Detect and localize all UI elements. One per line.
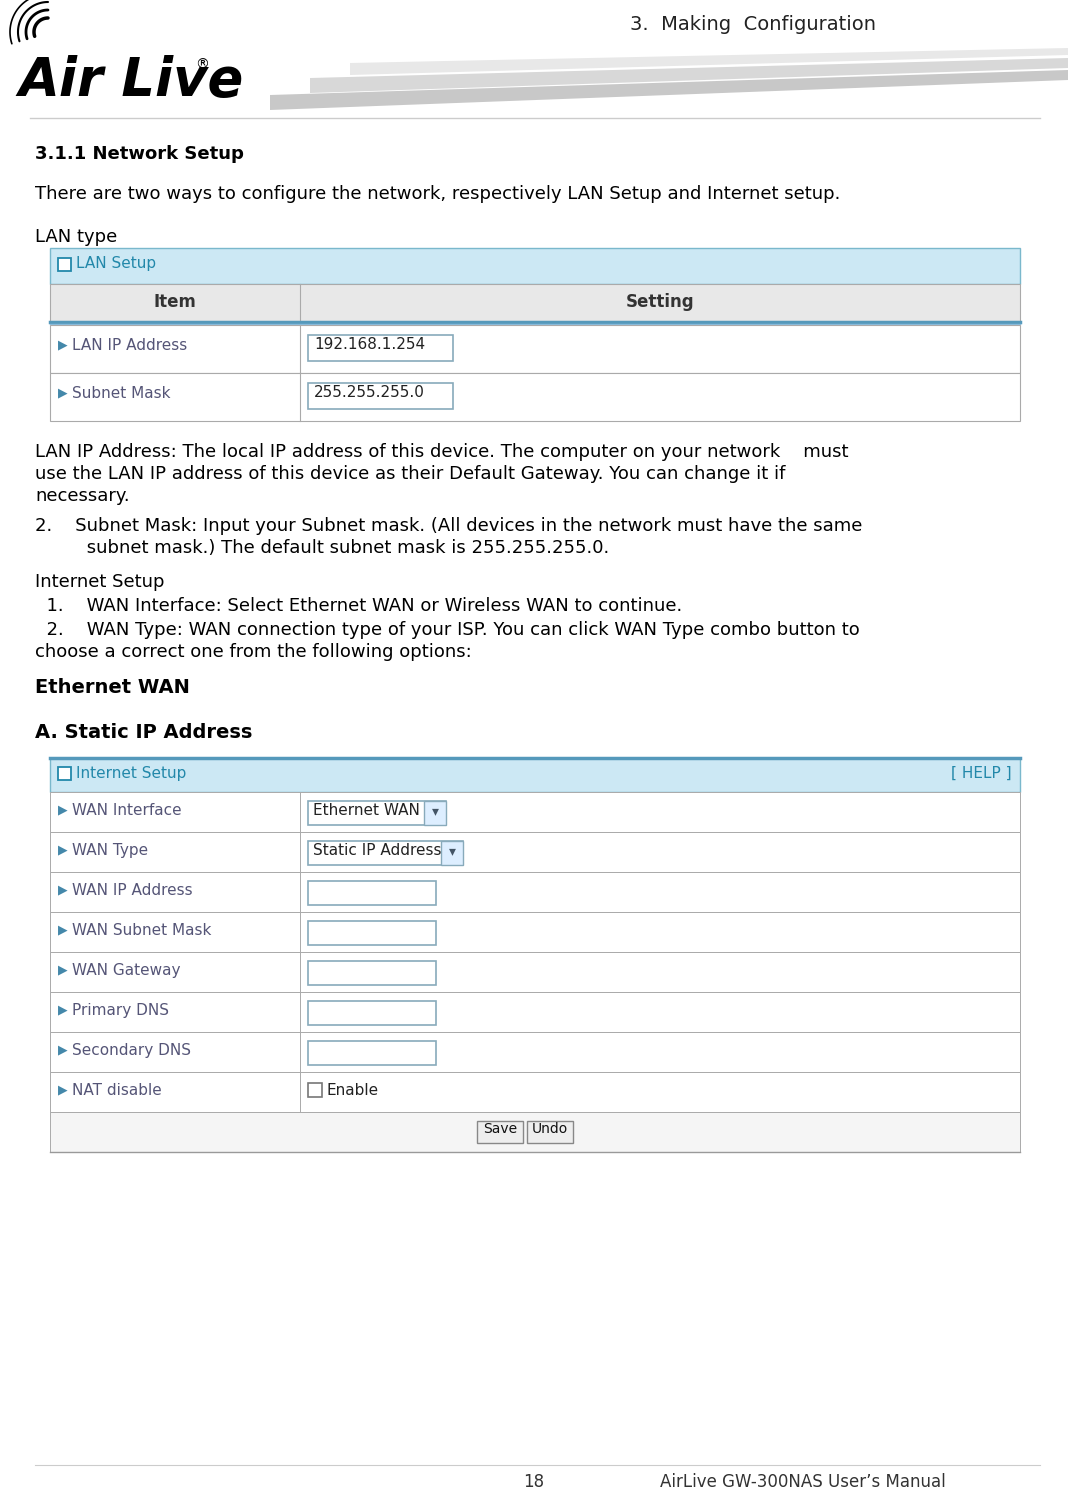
Bar	[50, 325, 1020, 374]
Bar	[527, 1121, 574, 1144]
Bar	[308, 841, 464, 865]
Text: WAN Subnet Mask: WAN Subnet Mask	[72, 923, 211, 938]
Text: Subnet Mask: Subnet Mask	[72, 386, 171, 401]
Text: LAN type: LAN type	[35, 228, 117, 246]
Polygon shape	[310, 58, 1068, 92]
Text: A. Static IP Address: A. Static IP Address	[35, 724, 252, 742]
Text: 192.168.1.254: 192.168.1.254	[314, 337, 425, 351]
Text: Enable: Enable	[327, 1083, 379, 1097]
Bar	[308, 922, 436, 946]
Bar	[308, 960, 436, 986]
Text: Primary DNS: Primary DNS	[72, 1004, 169, 1018]
Text: 2.    WAN Type: WAN connection type of your ISP. You can click WAN Type combo bu: 2. WAN Type: WAN connection type of your…	[35, 621, 860, 639]
Bar	[50, 284, 1020, 322]
Bar	[308, 1083, 321, 1097]
Text: ▶: ▶	[58, 1042, 67, 1056]
Text: ▶: ▶	[58, 338, 67, 351]
Text: ▾: ▾	[449, 844, 455, 858]
Text: subnet mask.) The default subnet mask is 255.255.255.0.: subnet mask.) The default subnet mask is…	[35, 539, 609, 557]
Text: ®: ®	[195, 58, 209, 71]
Bar	[50, 792, 1020, 832]
Text: ▶: ▶	[58, 883, 67, 896]
Bar	[308, 801, 446, 825]
Text: Static IP Address: Static IP Address	[313, 843, 441, 858]
Text: Setting: Setting	[626, 293, 694, 311]
Text: 2.    Subnet Mask: Input your Subnet mask. (All devices in the network must have: 2. Subnet Mask: Input your Subnet mask. …	[35, 517, 862, 535]
Text: Item: Item	[154, 293, 197, 311]
Bar	[50, 1112, 1020, 1152]
Text: LAN IP Address: LAN IP Address	[72, 338, 187, 353]
Text: Ethernet WAN: Ethernet WAN	[313, 803, 420, 817]
Polygon shape	[350, 48, 1068, 74]
Polygon shape	[270, 70, 1068, 110]
Bar	[477, 1121, 523, 1144]
Text: WAN IP Address: WAN IP Address	[72, 883, 192, 898]
Text: Ethernet WAN: Ethernet WAN	[35, 677, 190, 697]
Text: 3.  Making  Configuration: 3. Making Configuration	[630, 15, 876, 34]
Text: 3.1.1 Network Setup: 3.1.1 Network Setup	[35, 144, 244, 162]
Text: ▶: ▶	[58, 843, 67, 856]
Text: Undo: Undo	[532, 1123, 568, 1136]
Text: necessary.: necessary.	[35, 487, 129, 505]
Bar	[50, 758, 1020, 792]
Bar	[441, 841, 464, 865]
Bar	[50, 951, 1020, 992]
Bar	[424, 801, 446, 825]
Text: ▶: ▶	[58, 923, 67, 937]
Text: ▶: ▶	[58, 1083, 67, 1096]
Text: Save: Save	[483, 1123, 517, 1136]
Text: NAT disable: NAT disable	[72, 1083, 161, 1097]
Bar	[308, 881, 436, 905]
Text: WAN Gateway: WAN Gateway	[72, 963, 180, 978]
Text: use the LAN IP address of this device as their Default Gateway. You can change i: use the LAN IP address of this device as…	[35, 465, 785, 482]
Bar	[50, 374, 1020, 421]
Text: Air Live: Air Live	[18, 55, 244, 107]
Bar	[50, 1072, 1020, 1112]
Bar	[308, 335, 453, 360]
Bar	[58, 767, 70, 780]
Text: WAN Type: WAN Type	[72, 843, 148, 858]
Text: AirLive GW-300NAS User’s Manual: AirLive GW-300NAS User’s Manual	[660, 1473, 946, 1489]
Text: [ HELP ]: [ HELP ]	[952, 765, 1012, 782]
Bar	[308, 1041, 436, 1065]
Bar	[50, 249, 1020, 284]
Text: Internet Setup: Internet Setup	[76, 765, 187, 782]
Bar	[50, 832, 1020, 873]
Text: Secondary DNS: Secondary DNS	[72, 1042, 191, 1059]
Bar	[50, 1032, 1020, 1072]
Bar	[50, 992, 1020, 1032]
Bar	[50, 873, 1020, 911]
Bar	[308, 383, 453, 409]
Text: ▶: ▶	[58, 963, 67, 975]
Text: LAN Setup: LAN Setup	[76, 256, 156, 271]
Text: choose a correct one from the following options:: choose a correct one from the following …	[35, 643, 472, 661]
Text: 18: 18	[523, 1473, 545, 1489]
Text: ▶: ▶	[58, 386, 67, 399]
Bar	[50, 911, 1020, 951]
Text: 255.255.255.0: 255.255.255.0	[314, 386, 425, 401]
Text: 1.    WAN Interface: Select Ethernet WAN or Wireless WAN to continue.: 1. WAN Interface: Select Ethernet WAN or…	[35, 597, 682, 615]
Text: Internet Setup: Internet Setup	[35, 573, 164, 591]
Bar	[58, 258, 70, 271]
Text: ▶: ▶	[58, 803, 67, 816]
Text: WAN Interface: WAN Interface	[72, 803, 182, 817]
Text: LAN IP Address: The local IP address of this device. The computer on your networ: LAN IP Address: The local IP address of …	[35, 444, 848, 462]
Text: ▾: ▾	[431, 804, 439, 817]
Bar	[308, 1001, 436, 1024]
Text: ▶: ▶	[58, 1004, 67, 1015]
Text: There are two ways to configure the network, respectively LAN Setup and Internet: There are two ways to configure the netw…	[35, 185, 841, 203]
